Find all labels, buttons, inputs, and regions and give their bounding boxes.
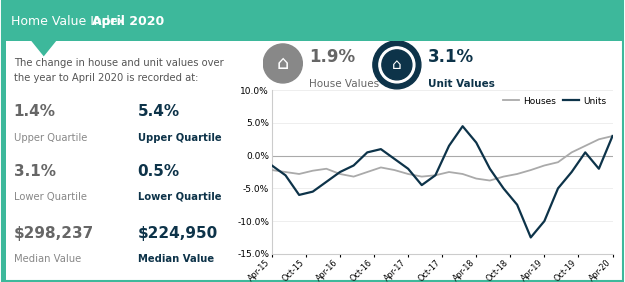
Text: 1.9%: 1.9% xyxy=(309,48,356,66)
Line: Houses: Houses xyxy=(272,136,612,180)
Houses xyxy=(322,167,330,170)
Houses xyxy=(527,168,534,172)
Units xyxy=(581,151,589,154)
Units xyxy=(418,183,426,187)
Units xyxy=(554,187,562,190)
Text: Lower Quartile: Lower Quartile xyxy=(138,192,221,202)
Circle shape xyxy=(263,44,302,83)
Text: Median Value: Median Value xyxy=(14,254,81,264)
Text: 3.1%: 3.1% xyxy=(14,164,56,179)
Units xyxy=(377,147,384,151)
Text: Upper Quartile: Upper Quartile xyxy=(138,133,221,142)
Units xyxy=(500,187,508,190)
Legend: Houses, Units: Houses, Units xyxy=(501,95,608,107)
Houses xyxy=(554,160,562,164)
Circle shape xyxy=(373,41,421,89)
Units xyxy=(364,151,371,154)
Houses xyxy=(296,172,303,176)
Houses xyxy=(432,174,439,177)
Units xyxy=(459,125,466,128)
Text: April 2020: April 2020 xyxy=(92,15,165,28)
Houses xyxy=(391,168,398,172)
Units xyxy=(513,203,521,206)
Units xyxy=(282,174,289,177)
Text: $298,237: $298,237 xyxy=(14,226,94,241)
Houses xyxy=(513,172,521,176)
Text: ⌂: ⌂ xyxy=(277,54,289,73)
Houses xyxy=(595,138,602,141)
Units xyxy=(268,164,276,167)
Text: House Values: House Values xyxy=(309,79,379,89)
Houses xyxy=(418,175,426,178)
Houses xyxy=(609,134,616,138)
Houses xyxy=(404,172,412,176)
Houses xyxy=(350,175,358,178)
Text: Unit Values: Unit Values xyxy=(428,79,495,89)
Houses xyxy=(309,169,316,172)
Units xyxy=(486,167,494,170)
Units xyxy=(595,167,602,170)
Units xyxy=(296,193,303,197)
Text: 1.4%: 1.4% xyxy=(14,104,56,119)
Text: 0.5%: 0.5% xyxy=(138,164,179,179)
Units xyxy=(322,180,330,184)
Units xyxy=(404,167,412,170)
Text: 3.1%: 3.1% xyxy=(428,48,474,66)
Houses xyxy=(377,166,384,169)
Units xyxy=(309,190,316,193)
Text: Lower Quartile: Lower Quartile xyxy=(14,192,87,202)
Houses xyxy=(581,144,589,147)
Houses xyxy=(364,170,371,174)
Text: 5.4%: 5.4% xyxy=(138,104,179,119)
Units xyxy=(541,219,548,223)
Houses xyxy=(472,177,480,180)
Text: Home Value Index: Home Value Index xyxy=(11,15,129,28)
Houses xyxy=(445,170,452,174)
Houses xyxy=(282,170,289,174)
Circle shape xyxy=(382,50,412,80)
Text: Median Value: Median Value xyxy=(138,254,214,264)
Units xyxy=(336,170,344,174)
Houses xyxy=(459,172,466,176)
Text: $224,950: $224,950 xyxy=(138,226,218,241)
Units xyxy=(568,170,576,174)
Units xyxy=(432,174,439,177)
Text: The change in house and unit values over
the year to April 2020 is recorded at:: The change in house and unit values over… xyxy=(14,58,224,83)
Houses xyxy=(486,179,494,182)
Units xyxy=(445,144,452,147)
Houses xyxy=(541,164,548,167)
Houses xyxy=(336,172,344,176)
Houses xyxy=(268,168,276,172)
Units xyxy=(527,236,534,239)
Text: ⌂: ⌂ xyxy=(392,57,402,72)
Houses xyxy=(500,175,508,178)
Circle shape xyxy=(379,47,415,83)
Text: Upper Quartile: Upper Quartile xyxy=(14,133,87,142)
Line: Units: Units xyxy=(272,126,612,237)
Units xyxy=(391,157,398,161)
Houses xyxy=(568,151,576,154)
Units xyxy=(609,134,616,138)
Units xyxy=(472,141,480,144)
Units xyxy=(350,164,358,167)
